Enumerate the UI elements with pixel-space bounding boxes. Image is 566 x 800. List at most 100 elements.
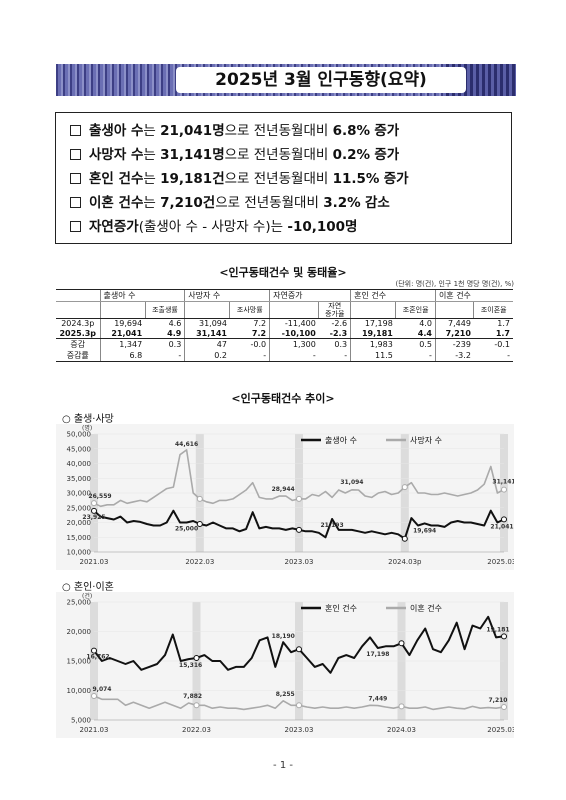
series-point bbox=[401, 484, 408, 491]
data-label: 26,559 bbox=[88, 493, 111, 500]
x-tick-label: 2024.03 bbox=[387, 726, 416, 734]
series-point bbox=[501, 516, 507, 523]
series-point bbox=[91, 500, 97, 507]
page-number: - 1 - bbox=[273, 760, 293, 771]
summary-box: 출생아 수는 21,041명으로 전년동월대비 6.8% 증가 사망자 수는 3… bbox=[55, 112, 512, 244]
y-tick-label: 15,000 bbox=[67, 658, 92, 666]
x-tick-label: 2025.03p bbox=[487, 558, 514, 566]
table-unit-note: (단위: 명(건), 인구 1천 명당 명(건), %) bbox=[395, 280, 515, 288]
series-point bbox=[501, 703, 507, 710]
data-label: 7,882 bbox=[183, 693, 202, 700]
summary-line-marriages: 혼인 건수는 19,181건으로 전년동월대비 11.5% 증가 bbox=[70, 167, 511, 191]
x-tick-label: 2021.03 bbox=[80, 558, 109, 566]
y-tick-label: 40,000 bbox=[67, 460, 92, 468]
legend-label: 출생아 수 bbox=[325, 435, 357, 445]
marriages-divorces-chart-svg: 5,000 10,000 15,000 20,000 25,000(건) 2021.03 2… bbox=[67, 592, 515, 734]
series-point bbox=[196, 520, 203, 527]
group-header: 이혼 건수 bbox=[434, 289, 513, 302]
summary-line-natural-increase: 자연증가(출생아 수 - 사망자 수)는 -10,100명 bbox=[70, 215, 511, 239]
vital-stats-table: 출생아 수 사망자 수 자연증가 혼인 건수 이혼 건수 조출생률 조사망률 자… bbox=[56, 289, 513, 362]
series-point bbox=[296, 702, 302, 709]
sub-header: 자연 증가율 bbox=[318, 301, 351, 319]
checkbox-icon bbox=[70, 221, 81, 232]
page-title: 2025년 3월 인구동향(요약) bbox=[176, 67, 466, 93]
trend-section-title: <인구동태건수 추이> bbox=[231, 392, 335, 405]
series-point bbox=[196, 495, 203, 502]
series-point bbox=[296, 526, 302, 533]
data-label: 7,449 bbox=[368, 696, 387, 703]
data-label: 15,316 bbox=[179, 662, 202, 669]
data-label: 28,944 bbox=[272, 486, 295, 493]
births-deaths-chart: 10,000 15,000 20,000 25,000 30,000 35,000 40,0… bbox=[56, 424, 514, 570]
data-label: 8,255 bbox=[276, 691, 295, 698]
data-label: 31,141 bbox=[492, 479, 514, 486]
y-unit-label: (건) bbox=[82, 592, 92, 600]
group-header: 출생아 수 bbox=[99, 289, 185, 302]
checkbox-icon bbox=[70, 197, 81, 208]
y-tick-label: 15,000 bbox=[67, 534, 92, 542]
series-point bbox=[398, 703, 405, 710]
births-deaths-chart-svg: 10,000 15,000 20,000 25,000 30,000 35,000 40,0… bbox=[67, 424, 515, 566]
table-row: 2025.3p 21,041 4.9 31,141 7.2 -10,100 -2.3 … bbox=[56, 328, 513, 339]
checkbox-icon bbox=[70, 173, 81, 184]
legend-label: 사망자 수 bbox=[410, 435, 442, 445]
chart-2-section-label: ○ 혼인·이혼 bbox=[62, 582, 114, 593]
x-tick-label: 2023.03 bbox=[285, 726, 314, 734]
data-label: 19,181 bbox=[486, 626, 509, 633]
data-label: 19,694 bbox=[413, 527, 436, 534]
series-point bbox=[193, 655, 200, 662]
series-point bbox=[193, 702, 200, 709]
data-label: 21,193 bbox=[320, 522, 343, 529]
legend-label: 이혼 건수 bbox=[410, 603, 442, 613]
y-tick-label: 25,000 bbox=[67, 504, 92, 512]
legend-label: 혼인 건수 bbox=[325, 603, 357, 613]
table-row: 2024.3p 19,694 4.6 31,094 7.2 -11,400 -2.6 … bbox=[61, 318, 510, 329]
summary-line-births: 출생아 수는 21,041명으로 전년동월대비 6.8% 증가 bbox=[70, 119, 511, 143]
series-point bbox=[91, 507, 97, 514]
series-point bbox=[296, 495, 302, 502]
sub-header: 조이혼율 bbox=[473, 301, 513, 319]
x-tick-label: 2024.03p bbox=[388, 558, 422, 566]
data-label: 16,762 bbox=[86, 654, 109, 661]
x-tick-label: 2025.03p bbox=[487, 726, 514, 734]
data-label: 9,074 bbox=[93, 686, 112, 693]
data-label: 7,210 bbox=[489, 697, 508, 704]
series-point bbox=[91, 692, 97, 699]
table-group-header-row: 출생아 수 사망자 수 자연증가 혼인 건수 이혼 건수 bbox=[56, 289, 513, 302]
group-header: 혼인 건수 bbox=[350, 289, 436, 302]
y-tick-label: 30,000 bbox=[67, 490, 92, 498]
checkbox-icon bbox=[70, 149, 81, 160]
series-point bbox=[401, 535, 408, 542]
table-sub-header-row: 조출생률 조사망률 자연 증가율 조혼인율 조이혼율 bbox=[56, 301, 513, 319]
y-tick-label: 50,000 bbox=[67, 431, 92, 439]
y-tick-label: 10,000 bbox=[67, 687, 92, 695]
group-header: 사망자 수 bbox=[184, 289, 270, 302]
data-label: 25,000 bbox=[175, 526, 198, 533]
data-label: 17,198 bbox=[366, 651, 389, 658]
y-tick-label: 10,000 bbox=[67, 549, 92, 557]
series-point bbox=[398, 640, 405, 647]
data-label: 44,616 bbox=[175, 441, 198, 448]
y-tick-label: 20,000 bbox=[67, 519, 92, 527]
table-row: 증감률 6.8- 0.2- -- 11.5- -3.2- bbox=[56, 350, 513, 362]
table-title: <인구동태건수 및 동태율> bbox=[219, 266, 347, 279]
y-tick-label: 5,000 bbox=[71, 717, 91, 725]
series-point bbox=[501, 633, 507, 640]
data-label: 21,041 bbox=[490, 523, 513, 530]
x-tick-label: 2023.03 bbox=[285, 558, 314, 566]
sub-header: 조출생률 bbox=[144, 301, 185, 319]
series-point bbox=[296, 646, 302, 653]
data-label: 18,190 bbox=[272, 633, 295, 640]
x-tick-label: 2021.03 bbox=[80, 726, 109, 734]
group-header: 자연증가 bbox=[269, 289, 351, 302]
summary-line-divorces: 이혼 건수는 7,210건으로 전년동월대비 3.2% 감소 bbox=[70, 191, 511, 215]
series-point bbox=[91, 647, 97, 654]
data-label: 31,094 bbox=[340, 479, 363, 486]
table-row: 증감 1,347 0.3 47 -0.0 1,300 0.3 1,983 0.5 -23… bbox=[70, 338, 510, 350]
marriages-divorces-chart: 5,000 10,000 15,000 20,000 25,000 (건) 2021.03 2… bbox=[56, 592, 514, 738]
chart-1-section-label: ○ 출생·사망 bbox=[62, 414, 114, 425]
y-tick-label: 25,000 bbox=[67, 599, 92, 607]
x-tick-label: 2022.03 bbox=[182, 726, 211, 734]
x-tick-label: 2022.03 bbox=[185, 558, 214, 566]
summary-line-deaths: 사망자 수는 31,141명으로 전년동월대비 0.2% 증가 bbox=[70, 143, 511, 167]
